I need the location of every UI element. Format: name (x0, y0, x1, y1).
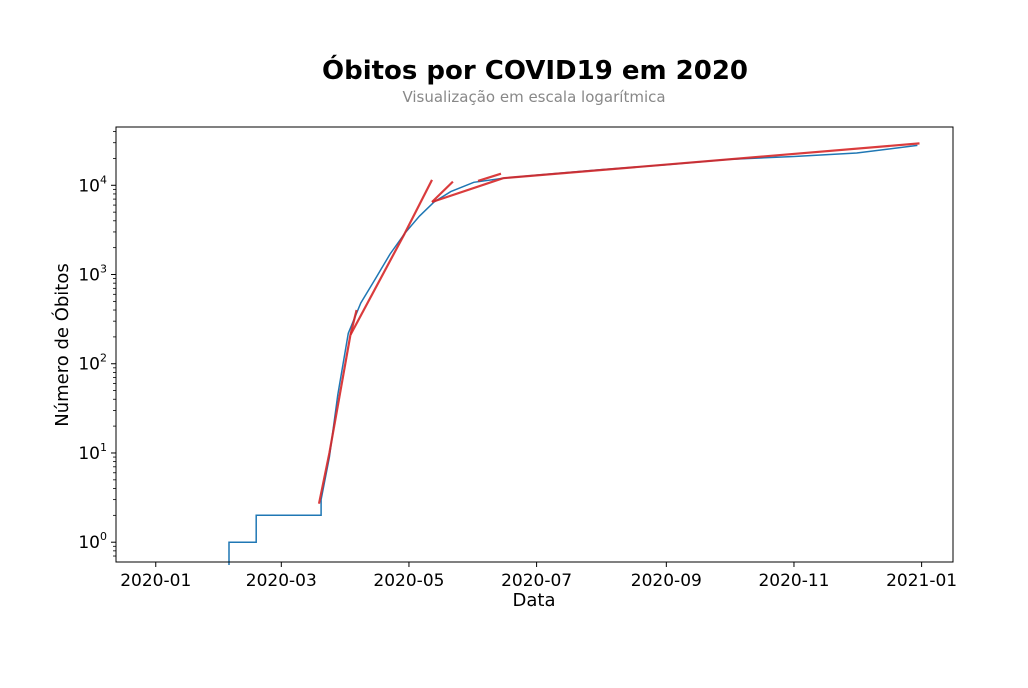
fit-segment-5 (403, 179, 433, 234)
x-tick-label: 2020-07 (501, 571, 572, 591)
plot-frame (115, 126, 954, 563)
chart-title: Óbitos por COVID19 em 2020 (322, 54, 748, 86)
x-tick-label: 2020-03 (246, 571, 317, 591)
x-tick-label: 2020-11 (758, 571, 829, 591)
fit-segment-7 (477, 172, 502, 182)
x-axis-ticks: 2020-01 2020-03 2020-05 2020-07 2020-09 2020-… (120, 562, 957, 591)
fit-segment-4 (349, 232, 406, 336)
x-tick-label: 2020-01 (120, 571, 191, 591)
x-tick-label: 2020-09 (631, 571, 702, 591)
fit-segment-8 (431, 177, 504, 204)
x-axis-label: Data (513, 590, 556, 611)
y-tick-label: 103 (78, 263, 107, 286)
series-line-observed (228, 144, 918, 565)
x-tick-label: 2021-01 (886, 571, 957, 591)
y-axis-label: Número de Óbitos (51, 263, 73, 427)
fit-segment-1 (317, 452, 331, 504)
y-tick-label: 101 (78, 441, 107, 464)
chart-subtitle: Visualização em escala logarítmica (402, 88, 665, 106)
x-tick-label: 2020-05 (373, 571, 444, 591)
y-axis-ticks: 100 101 102 103 104 (78, 131, 116, 557)
y-tick-label: 104 (78, 173, 107, 196)
plot-area (228, 142, 920, 565)
y-tick-label: 102 (78, 352, 107, 375)
fit-segment-2 (328, 334, 352, 454)
y-tick-label: 100 (78, 530, 107, 553)
fit-segment-6 (431, 180, 454, 203)
fit-segment-9 (503, 142, 920, 180)
